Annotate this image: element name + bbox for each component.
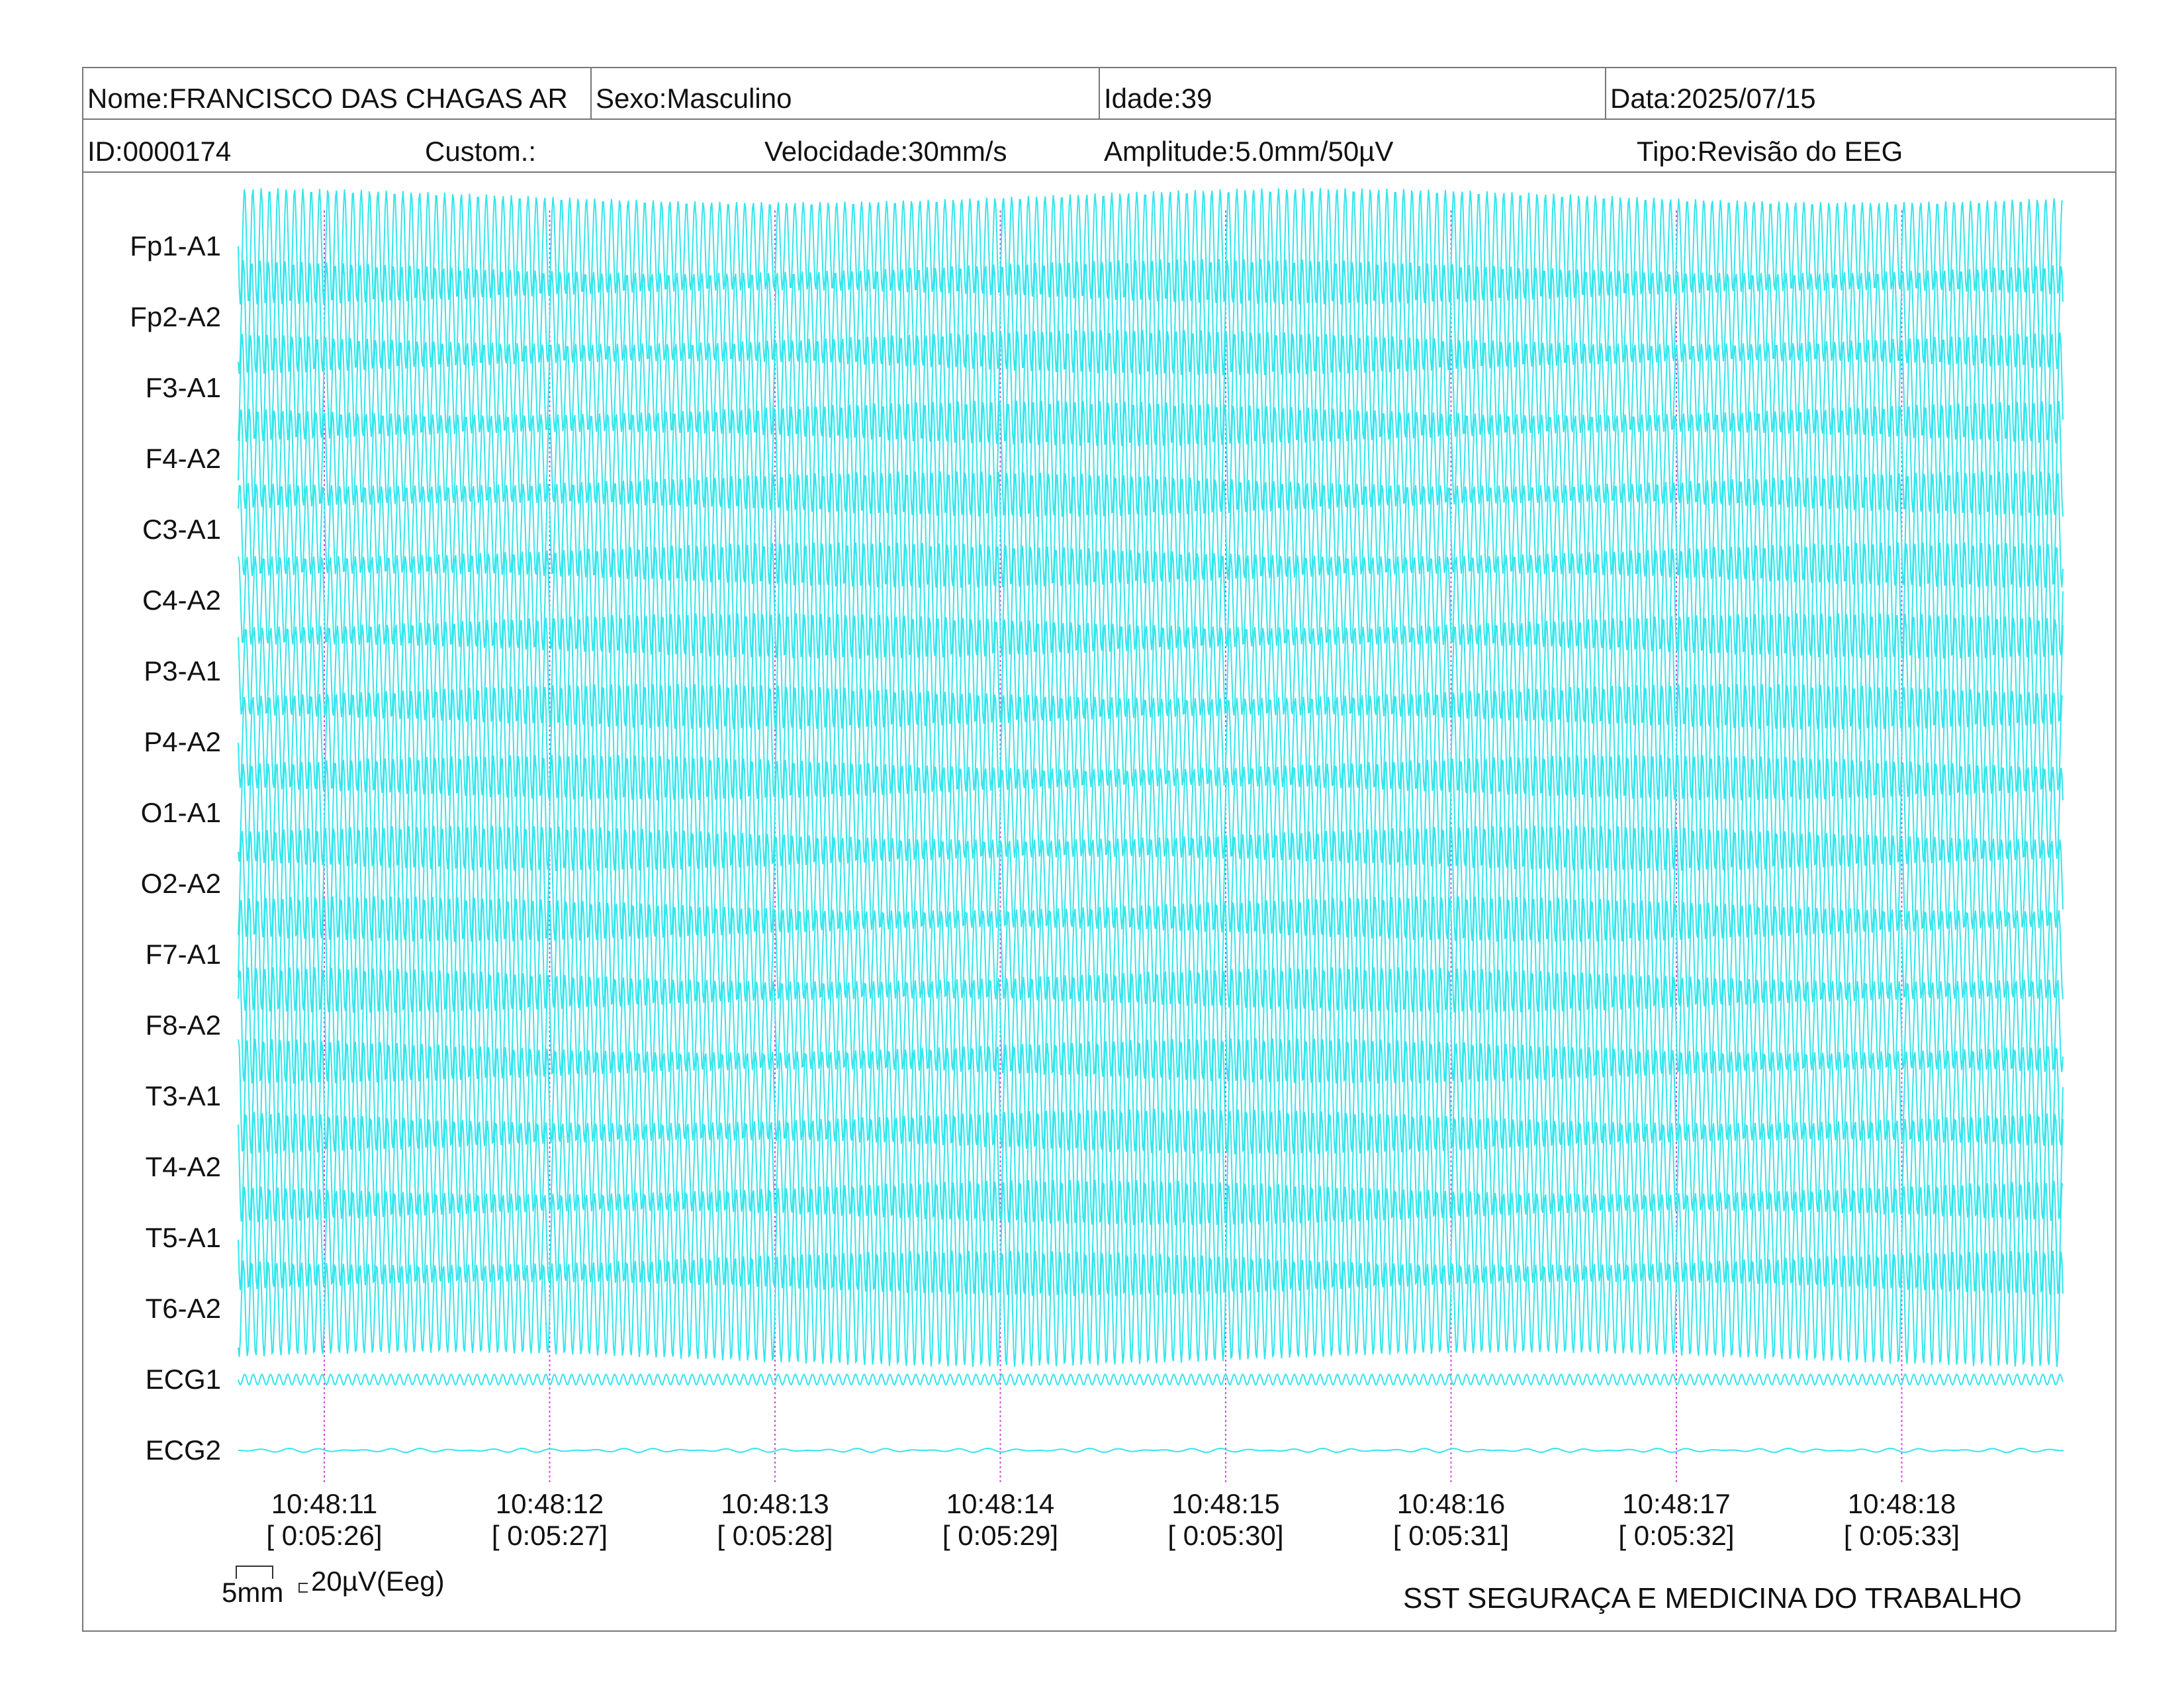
ecg1-trace [238, 1373, 2064, 1386]
exam-date: Data:2025/07/15 [1610, 83, 1816, 114]
channel-label: T6-A2 [145, 1293, 221, 1324]
eeg-trace [238, 188, 2063, 305]
eeg-trace [238, 684, 2064, 800]
scale-mm-label: 5mm [222, 1577, 284, 1608]
time-mark-label: 10:48:13[ 0:05:28] [717, 1488, 833, 1551]
patient-name: Nome:FRANCISCO DAS CHAGAS AR [87, 83, 568, 114]
header-divider [1099, 67, 1100, 120]
eeg-trace [238, 542, 2064, 659]
eeg-trace [238, 613, 2064, 729]
custom-field: Custom.: [425, 136, 537, 167]
channel-label: F4-A2 [145, 443, 221, 474]
eeg-trace [238, 1180, 2064, 1296]
time-mark-label: 10:48:17[ 0:05:32] [1618, 1488, 1735, 1551]
scale-uv-label: 20µV(Eeg) [311, 1566, 445, 1597]
exam-type: Tipo:Revisão do EEG [1637, 136, 1903, 167]
patient-sex: Sexo:Masculino [596, 83, 792, 114]
time-mark-label: 10:48:16[ 0:05:31] [1392, 1488, 1510, 1551]
time-mark-label: 10:48:14[ 0:05:29] [942, 1488, 1059, 1551]
channel-label: ECG2 [145, 1434, 221, 1466]
eeg-trace [238, 1109, 2064, 1225]
channel-label: T5-A1 [145, 1222, 221, 1253]
eeg-trace [238, 330, 2064, 446]
time-mark-label: 10:48:15[ 0:05:30] [1167, 1488, 1284, 1551]
speed-setting: Velocidade:30mm/s [764, 136, 1007, 167]
channel-label: F7-A1 [145, 939, 221, 970]
header-divider [1605, 67, 1606, 120]
header-divider [590, 67, 592, 120]
time-mark-label: 10:48:12[ 0:05:27] [491, 1488, 608, 1551]
eeg-trace [238, 471, 2064, 588]
channel-label: P3-A1 [144, 655, 221, 686]
eeg-trace [238, 259, 2064, 375]
channel-label: T4-A2 [145, 1151, 221, 1182]
organization-footer: SST SEGURAÇA E MEDICINA DO TRABALHO [1403, 1582, 2022, 1615]
eeg-trace [238, 1250, 2064, 1367]
channel-label: F3-A1 [145, 372, 221, 403]
eeg-trace [238, 755, 2064, 871]
patient-id: ID:0000174 [87, 136, 232, 167]
ecg2-trace [238, 1447, 2064, 1454]
patient-age: Idade:39 [1104, 83, 1212, 114]
channel-label: Fp1-A1 [130, 230, 221, 261]
channel-label: C4-A2 [142, 585, 221, 616]
channel-label: O1-A1 [140, 797, 221, 828]
eeg-trace [238, 825, 2064, 942]
channel-label: C3-A1 [142, 514, 221, 545]
header-row-2 [82, 120, 2116, 173]
eeg-trace [238, 967, 2064, 1084]
eeg-trace [238, 1038, 2064, 1154]
amplitude-setting: Amplitude:5.0mm/50µV [1104, 136, 1394, 167]
eeg-trace [238, 400, 2064, 517]
channel-label: F8-A2 [145, 1009, 221, 1041]
channel-label: P4-A2 [144, 726, 221, 757]
time-mark-label: 10:48:11[ 0:05:26] [266, 1488, 383, 1551]
time-mark-label: 10:48:18[ 0:05:33] [1843, 1488, 1960, 1551]
channel-label: ECG1 [145, 1364, 221, 1395]
channel-label: O2-A2 [140, 868, 221, 899]
channel-label: T3-A1 [145, 1080, 221, 1111]
channel-label: Fp2-A2 [130, 301, 221, 332]
eeg-trace [238, 896, 2064, 1013]
